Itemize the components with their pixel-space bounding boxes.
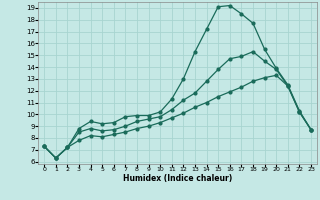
X-axis label: Humidex (Indice chaleur): Humidex (Indice chaleur): [123, 174, 232, 183]
